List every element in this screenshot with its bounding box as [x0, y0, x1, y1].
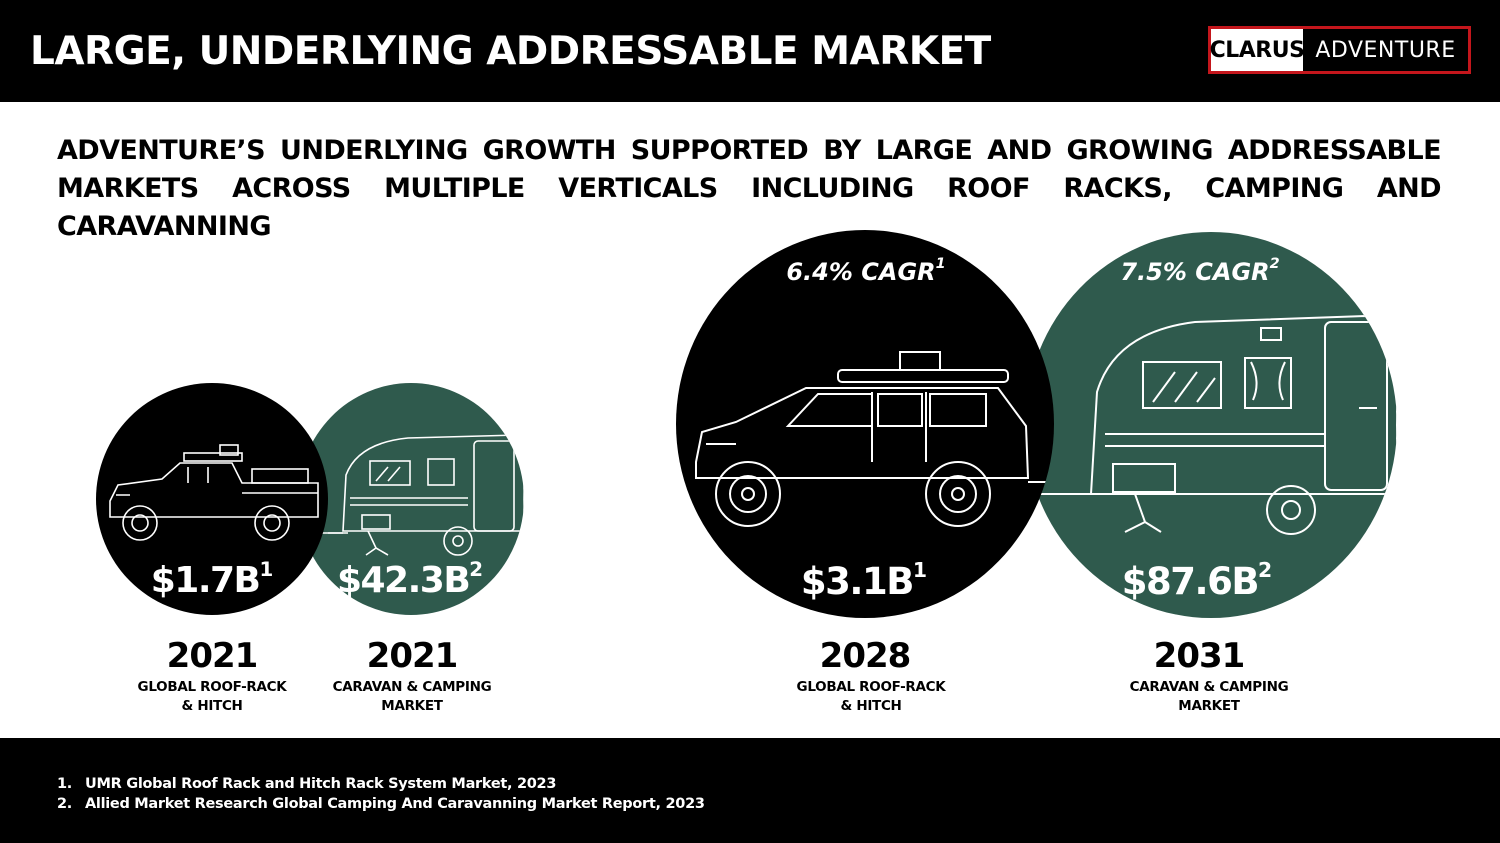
- footnote-ref: 2: [469, 558, 484, 581]
- market-circle-roof-rack-2028: [676, 230, 1054, 618]
- footer-bar: 1. UMR Global Roof Rack and Hitch Rack Sy…: [0, 738, 1500, 843]
- year-roof-rack-2028: 2028: [819, 636, 912, 676]
- footnote-ref: 1: [912, 558, 928, 582]
- year-roof-rack-2021: 2021: [166, 636, 259, 676]
- logo-clarus-text: CLARUS: [1210, 29, 1305, 71]
- clarus-adventure-logo: CLARUS ADVENTURE: [1208, 26, 1471, 74]
- suv-icon: [695, 351, 1054, 527]
- cagr-caravan: 7.5% CAGR2: [1120, 256, 1280, 286]
- slide-subtitle: ADVENTURE’S UNDERLYING GROWTH SUPPORTED …: [57, 135, 1442, 242]
- market-circle-roof-rack-2021: [96, 383, 328, 615]
- slide-title: LARGE, UNDERLYING ADDRESSABLE MARKET: [30, 29, 991, 74]
- market-circle-caravan-2021: [298, 383, 524, 615]
- footnote-2: 2. Allied Market Research Global Camping …: [57, 796, 705, 812]
- caravan-icon: [1039, 314, 1397, 535]
- market-value-roof-rack-2021: $1.7B1: [150, 558, 274, 601]
- footnote-ref: 2: [1258, 558, 1273, 582]
- caravan-icon: [318, 434, 524, 556]
- year-caravan-2031: 2031: [1153, 636, 1246, 676]
- label-caravan-2021: CARAVAN & CAMPING MARKET: [332, 679, 492, 714]
- header-bar: LARGE, UNDERLYING ADDRESSABLE MARKET CLA…: [0, 0, 1500, 102]
- label-roof-rack-2028: GLOBAL ROOF-RACK & HITCH: [796, 679, 946, 714]
- label-roof-rack-2021: GLOBAL ROOF-RACK & HITCH: [137, 679, 287, 714]
- label-caravan-2031: CARAVAN & CAMPING MARKET: [1129, 679, 1289, 714]
- pickup-truck-icon: [109, 444, 319, 541]
- year-caravan-2021: 2021: [366, 636, 459, 676]
- market-value-roof-rack-2028: $3.1B1: [800, 558, 928, 603]
- footnote-1: 1. UMR Global Roof Rack and Hitch Rack Sy…: [57, 776, 557, 792]
- market-value-caravan-2031: $87.6B2: [1121, 558, 1273, 603]
- cagr-roof-rack: 6.4% CAGR1: [786, 256, 946, 286]
- market-value-caravan-2021: $42.3B2: [336, 558, 484, 601]
- footnote-ref: 1: [259, 558, 274, 581]
- market-circle-caravan-2031: [1025, 232, 1397, 618]
- logo-adventure-text: ADVENTURE: [1315, 37, 1456, 63]
